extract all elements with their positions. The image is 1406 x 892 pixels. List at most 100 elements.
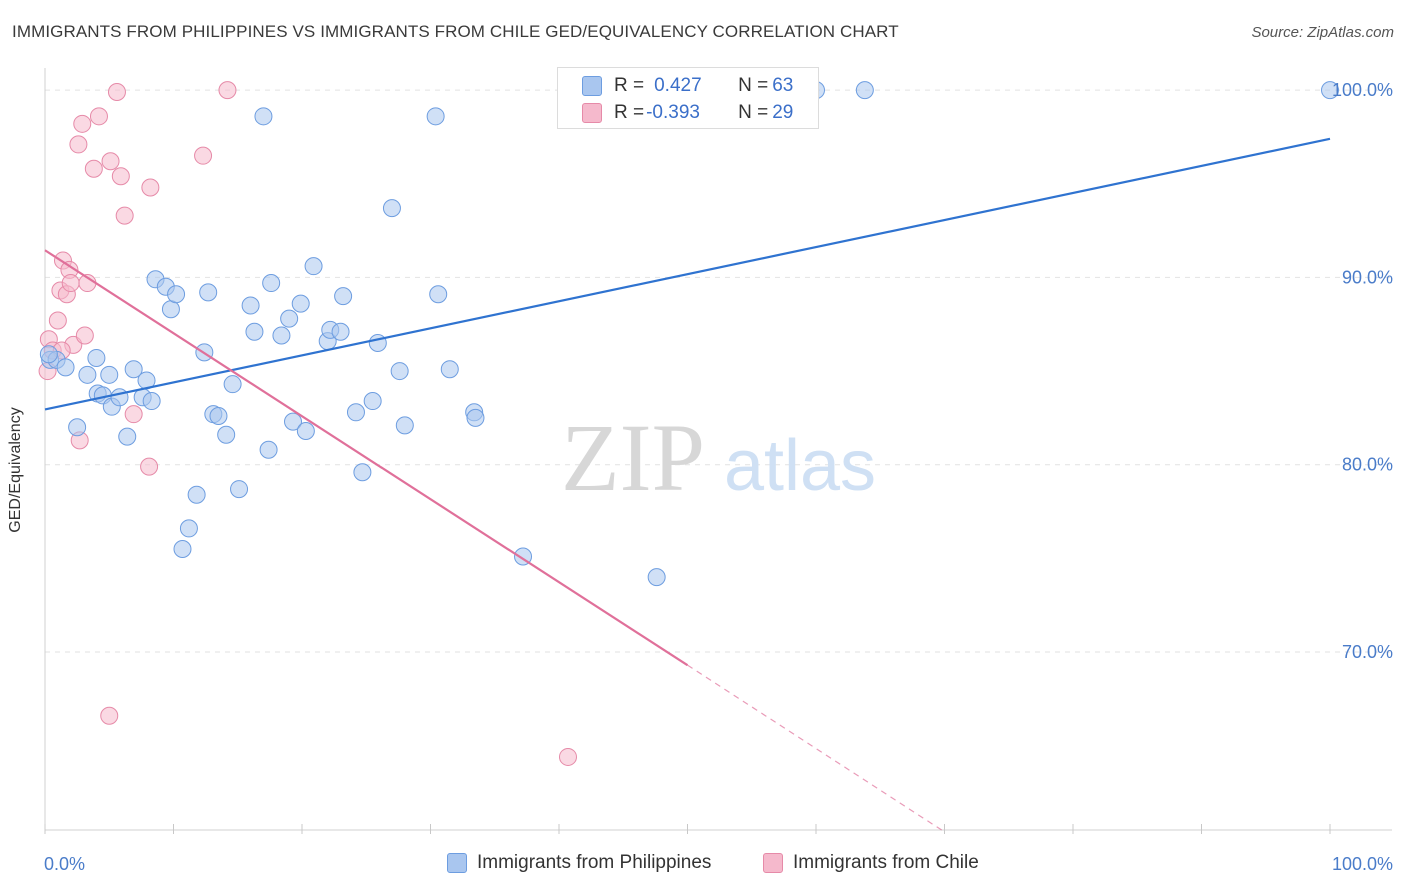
data-point-philippines (68, 418, 87, 437)
data-point-philippines (647, 568, 666, 587)
data-point-philippines (87, 348, 106, 367)
trend-line-chile-extension (687, 664, 945, 833)
y-tick-label: 90.0% (1342, 267, 1393, 287)
data-point-philippines (304, 257, 323, 276)
trend-line-philippines (44, 137, 1331, 411)
data-point-philippines (179, 519, 198, 538)
data-point-philippines (382, 199, 401, 218)
data-point-chile (48, 311, 67, 330)
data-point-chile (75, 326, 94, 345)
data-point-philippines (124, 360, 143, 379)
data-point-philippines (363, 392, 382, 411)
stats-n-label: N = (738, 102, 769, 123)
x-tick-label: 100.0% (1332, 854, 1393, 874)
data-point-philippines (272, 326, 291, 345)
data-point-philippines (100, 365, 119, 384)
data-point-philippines (245, 322, 264, 341)
data-point-philippines (241, 296, 260, 315)
legend: Immigrants from Philippines Immigrants f… (0, 852, 1406, 878)
legend-label-philippines: Immigrants from Philippines (477, 852, 712, 873)
y-tick-label: 80.0% (1342, 455, 1393, 475)
stats-n-value: 29 (772, 102, 794, 123)
source-label: Source: ZipAtlas.com (1251, 24, 1394, 41)
stats-box: R = 0.427 N = 63 R = -0.393 N = 29 (557, 67, 819, 129)
data-point-philippines (110, 388, 129, 407)
data-point-chile (141, 178, 160, 197)
data-point-philippines (855, 81, 874, 100)
data-point-philippines (118, 427, 137, 446)
data-point-philippines (353, 463, 372, 482)
stats-swatch-philippines (582, 76, 602, 96)
watermark: ZIP atlas (561, 404, 876, 511)
data-point-philippines (230, 480, 249, 499)
grid-lines (45, 89, 1392, 653)
stats-row-chile: R = -0.393 N = 29 (582, 100, 794, 126)
data-point-philippines (331, 322, 350, 341)
stats-r-value: -0.393 (646, 102, 700, 123)
trend-lines (44, 137, 1331, 833)
data-point-philippines (284, 412, 303, 431)
data-point-chile (124, 405, 143, 424)
data-point-chile (194, 146, 213, 165)
stats-r-label: R = (614, 75, 645, 96)
data-point-philippines (346, 403, 365, 422)
data-point-philippines (390, 362, 409, 381)
data-point-philippines (223, 375, 242, 394)
data-point-chile (101, 152, 120, 171)
data-point-philippines (280, 309, 299, 328)
legend-swatch-philippines (447, 853, 467, 873)
data-point-chile (111, 167, 130, 186)
stats-r-value: 0.427 (654, 75, 702, 96)
data-point-philippines (429, 285, 448, 304)
data-point-philippines (395, 416, 414, 435)
data-point-chile (61, 274, 80, 293)
data-point-philippines (161, 300, 180, 319)
data-point-philippines (440, 360, 459, 379)
data-point-philippines (1321, 81, 1339, 100)
data-point-philippines (259, 440, 278, 459)
data-point-philippines (78, 365, 97, 384)
data-point-philippines (199, 283, 218, 302)
stats-r-label: R = (614, 102, 645, 123)
legend-swatch-chile (763, 853, 783, 873)
watermark-atlas: atlas (724, 426, 876, 506)
data-point-philippines (254, 107, 273, 126)
data-point-philippines (209, 407, 228, 426)
data-point-philippines (167, 285, 186, 304)
stats-n-value: 63 (772, 75, 794, 96)
data-point-chile (84, 159, 103, 178)
data-point-philippines (466, 408, 485, 427)
data-point-philippines (173, 540, 192, 559)
stats-n-label: N = (738, 75, 769, 96)
legend-item-philippines[interactable]: Immigrants from Philippines (447, 852, 711, 874)
data-point-philippines (262, 274, 281, 293)
data-point-chile (107, 82, 126, 101)
data-point-chile (73, 114, 92, 133)
data-point-chile (558, 747, 577, 766)
legend-item-chile[interactable]: Immigrants from Chile (763, 852, 979, 874)
axes (44, 68, 1392, 834)
data-point-chile (89, 107, 108, 126)
data-point-philippines (187, 485, 206, 504)
data-point-chile (100, 706, 119, 725)
data-point-chile (69, 135, 88, 154)
stats-swatch-chile (582, 103, 602, 123)
chart-title: IMMIGRANTS FROM PHILIPPINES VS IMMIGRANT… (12, 22, 899, 41)
x-tick-label: 0.0% (44, 854, 85, 874)
trend-line-chile (44, 249, 689, 667)
data-point-philippines (142, 392, 161, 411)
data-point-philippines (39, 345, 58, 364)
y-tick-label: 70.0% (1342, 642, 1393, 662)
data-point-philippines (426, 107, 445, 126)
data-point-chile (140, 457, 159, 476)
data-point-chile (218, 81, 237, 100)
data-point-philippines (291, 294, 310, 313)
data-point-philippines (296, 422, 315, 441)
data-point-philippines (217, 425, 236, 444)
legend-label-chile: Immigrants from Chile (793, 852, 979, 873)
data-point-philippines (56, 358, 75, 377)
tick-labels: 70.0% 80.0% 90.0% 100.0% 0.0% 100.0% (44, 80, 1393, 874)
data-point-philippines (334, 287, 353, 306)
data-point-chile (115, 206, 134, 225)
